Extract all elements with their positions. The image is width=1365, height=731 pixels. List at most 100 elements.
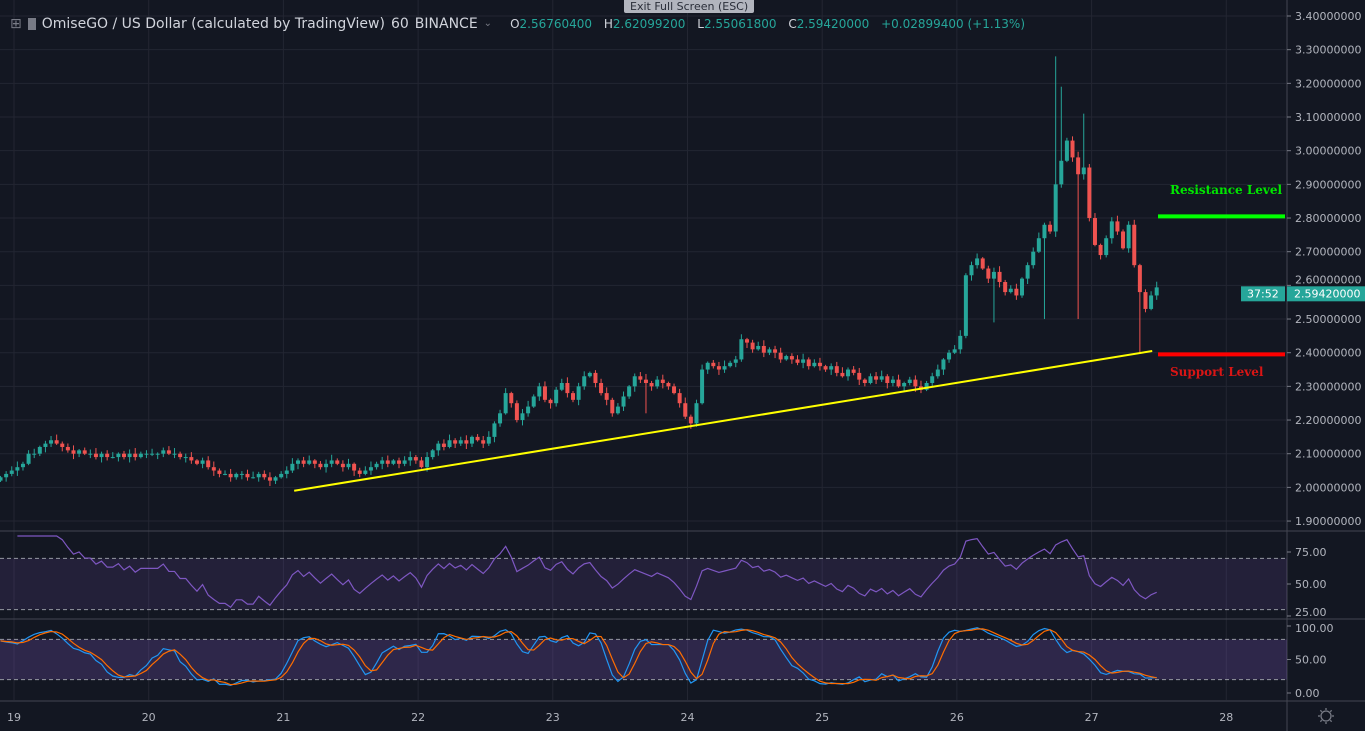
- candle-body: [161, 450, 166, 454]
- candle-body: [750, 342, 755, 350]
- candle-body: [840, 372, 845, 377]
- candle-body: [481, 440, 486, 444]
- candle-body: [391, 460, 396, 464]
- candle-body: [817, 362, 822, 367]
- candle-body: [1048, 224, 1053, 232]
- open-value: 2.56760400: [519, 17, 593, 31]
- price-tick-label: 1.90000000: [1295, 515, 1361, 528]
- candle-body: [526, 406, 531, 414]
- gear-tooth: [1329, 719, 1333, 723]
- candle-body: [273, 477, 278, 481]
- price-tick-label: 2.90000000: [1295, 178, 1361, 191]
- exit-fullscreen-tooltip[interactable]: Exit Full Screen (ESC): [624, 0, 755, 13]
- rsi-tick-label: 50.00: [1295, 578, 1327, 591]
- candle-body: [705, 362, 710, 370]
- candle-body: [49, 440, 54, 444]
- rsi-tick-label: 75.00: [1295, 546, 1327, 559]
- settings-gear-icon[interactable]: [1318, 708, 1334, 724]
- candle-body: [604, 393, 609, 400]
- candle-body: [885, 376, 890, 384]
- candle-body: [778, 352, 783, 360]
- candle-body: [890, 379, 895, 384]
- close-value: 2.59420000: [796, 17, 870, 31]
- change-value: +0.02899400 (+1.13%): [881, 17, 1025, 31]
- close-label: C: [788, 17, 797, 31]
- candle-body: [194, 460, 199, 464]
- time-tick-label: 22: [411, 711, 425, 724]
- price-tick-label: 3.10000000: [1295, 111, 1361, 124]
- candle-body: [228, 473, 233, 478]
- candle-body: [728, 362, 733, 367]
- candle-body: [834, 366, 839, 373]
- candle-body: [531, 396, 536, 407]
- candle-body: [1081, 167, 1086, 175]
- candle-body: [284, 470, 289, 474]
- candle-body: [997, 271, 1002, 282]
- high-value: 2.62099200: [612, 17, 686, 31]
- candle-body: [829, 366, 834, 370]
- candle-body: [425, 457, 430, 468]
- candle-body: [621, 396, 626, 407]
- candle-body: [520, 413, 525, 421]
- ohlc-values: O2.56760400 H2.62099200 L2.55061800 C2.5…: [510, 16, 1033, 32]
- candle-body: [267, 477, 272, 481]
- candle-body: [615, 406, 620, 414]
- time-tick-label: 19: [7, 711, 21, 724]
- candle-body: [963, 275, 968, 336]
- candle-body: [874, 376, 879, 380]
- candle-body: [1137, 265, 1142, 293]
- chevron-down-icon[interactable]: ⌄: [483, 18, 493, 29]
- countdown-label: 37:52: [1247, 287, 1279, 300]
- time-tick-label: 27: [1085, 711, 1099, 724]
- rsi-tick-label: 25.00: [1295, 606, 1327, 619]
- support-trendline: [294, 350, 1153, 492]
- candle-body: [559, 383, 564, 390]
- candle-body: [206, 460, 211, 468]
- candle-body: [352, 463, 357, 471]
- candle-body: [486, 436, 491, 444]
- candle-body: [9, 470, 14, 474]
- candle-body: [4, 473, 9, 478]
- candle-body: [15, 467, 20, 471]
- chart-header: ⊞ OmiseGO / US Dollar (calculated by Tra…: [10, 16, 1033, 32]
- candle-body: [65, 446, 70, 451]
- candle-body: [716, 366, 721, 370]
- candle-body: [599, 383, 604, 394]
- candle-body: [346, 463, 351, 468]
- candle-body: [363, 470, 368, 474]
- add-symbol-icon[interactable]: ⊞: [10, 16, 22, 32]
- countdown-badge: [1241, 286, 1285, 302]
- exchange[interactable]: BINANCE: [414, 16, 478, 32]
- time-tick-label: 26: [950, 711, 964, 724]
- candle-body: [357, 470, 362, 474]
- time-tick-label: 25: [815, 711, 829, 724]
- candle-body: [26, 453, 31, 464]
- candle-body: [0, 477, 3, 481]
- candle-body: [542, 386, 547, 400]
- candle-body: [1154, 287, 1159, 296]
- candle-body: [77, 450, 82, 454]
- candle-body: [711, 362, 716, 367]
- stoch-d-line: [0, 628, 1157, 686]
- price-tick-label: 2.80000000: [1295, 212, 1361, 225]
- interval[interactable]: 60: [390, 16, 409, 32]
- price-tick-label: 3.40000000: [1295, 10, 1361, 23]
- candle-body: [1087, 167, 1092, 219]
- time-tick-label: 24: [681, 711, 695, 724]
- candle-body: [935, 369, 940, 377]
- candle-body: [1132, 224, 1137, 266]
- price-tick-label: 2.40000000: [1295, 347, 1361, 360]
- candle-body: [458, 440, 463, 444]
- candle-body: [1115, 221, 1120, 232]
- candle-body: [60, 443, 65, 447]
- candle-body: [279, 473, 284, 478]
- candle-body: [138, 453, 143, 458]
- candle-body: [251, 477, 256, 479]
- candle-body: [453, 440, 458, 444]
- low-label: L: [697, 17, 704, 31]
- last-price-label: 2.59420000: [1294, 287, 1360, 300]
- support-label: Support Level: [1170, 365, 1264, 379]
- candle-body: [649, 383, 654, 387]
- symbol-title[interactable]: OmiseGO / US Dollar (calculated by Tradi…: [41, 16, 385, 32]
